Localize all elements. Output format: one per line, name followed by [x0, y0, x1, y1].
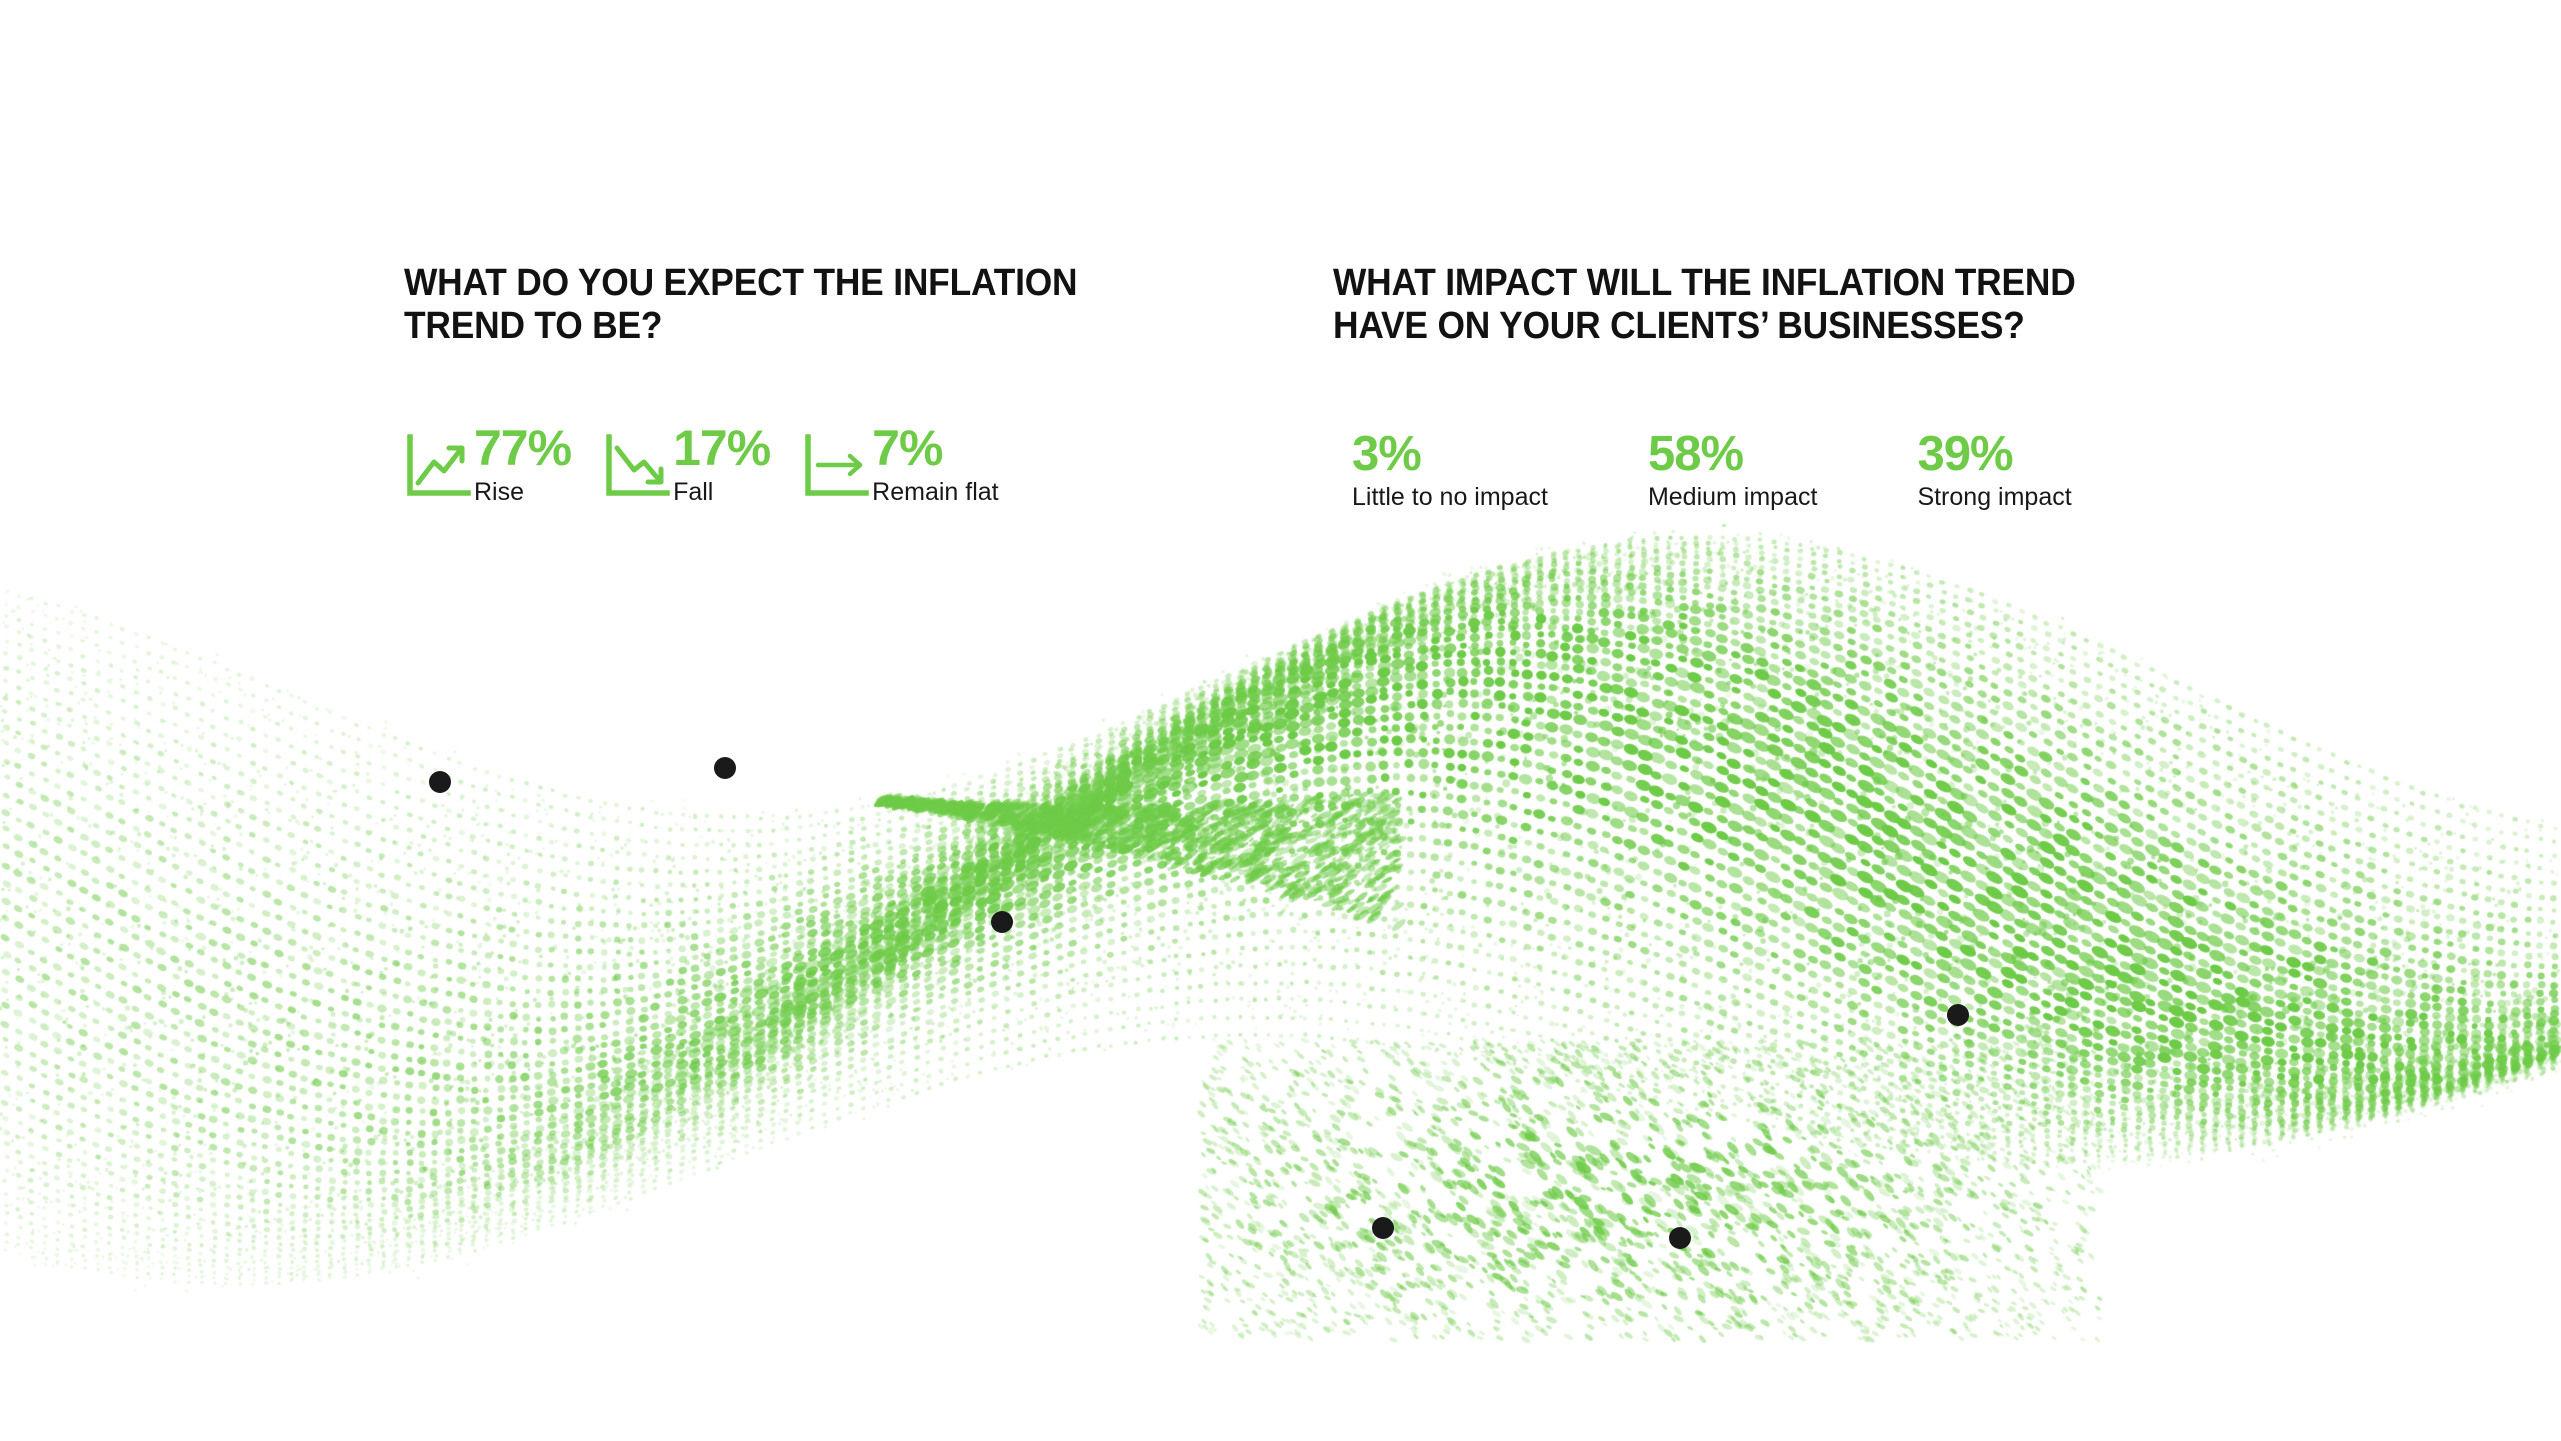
page-title-client-business-impact: WHAT IMPACT WILL THE INFLATION TREND HAV…	[1333, 262, 2076, 347]
trend-flat-icon	[802, 431, 872, 506]
stat-little-to-no-impact: 3% Little to no impact	[1352, 427, 1548, 512]
stat-label: Little to no impact	[1352, 483, 1548, 512]
stat-value: 39%	[1917, 427, 2013, 481]
trend-up-icon	[404, 431, 474, 506]
page-title-inflation-trend: WHAT DO YOU EXPECT THE INFLATION TREND T…	[404, 262, 1078, 347]
stat-strong-impact: 39% Strong impact	[1917, 427, 2072, 512]
stat-value: 7%	[872, 420, 943, 476]
panel-inflation-trend: WHAT DO YOU EXPECT THE INFLATION TREND T…	[404, 262, 1284, 348]
stat-value: 77%	[474, 420, 572, 476]
stat-medium-impact: 58% Medium impact	[1647, 427, 1818, 512]
trend-down-icon	[603, 431, 673, 506]
stats-row-client-business-impact: 3% Little to no impact 58% Medium impact…	[1352, 427, 2072, 512]
stat-label: Remain flat	[872, 478, 999, 506]
stats-row-inflation-trend: 77% Rise 17% Fall	[404, 420, 999, 507]
stat-rise: 77% Rise	[404, 420, 572, 507]
stat-remain-flat: 7% Remain flat	[802, 420, 999, 507]
stat-fall: 17% Fall	[603, 420, 771, 507]
stat-label: Fall	[673, 478, 714, 506]
stat-value: 58%	[1647, 427, 1744, 481]
stat-label: Strong impact	[1917, 483, 2072, 512]
stat-label: Medium impact	[1647, 483, 1818, 512]
stat-label: Rise	[474, 478, 525, 506]
stat-value: 17%	[673, 420, 771, 476]
panel-client-business-impact: WHAT IMPACT WILL THE INFLATION TREND HAV…	[1333, 262, 2313, 348]
stat-value: 3%	[1352, 427, 1422, 481]
